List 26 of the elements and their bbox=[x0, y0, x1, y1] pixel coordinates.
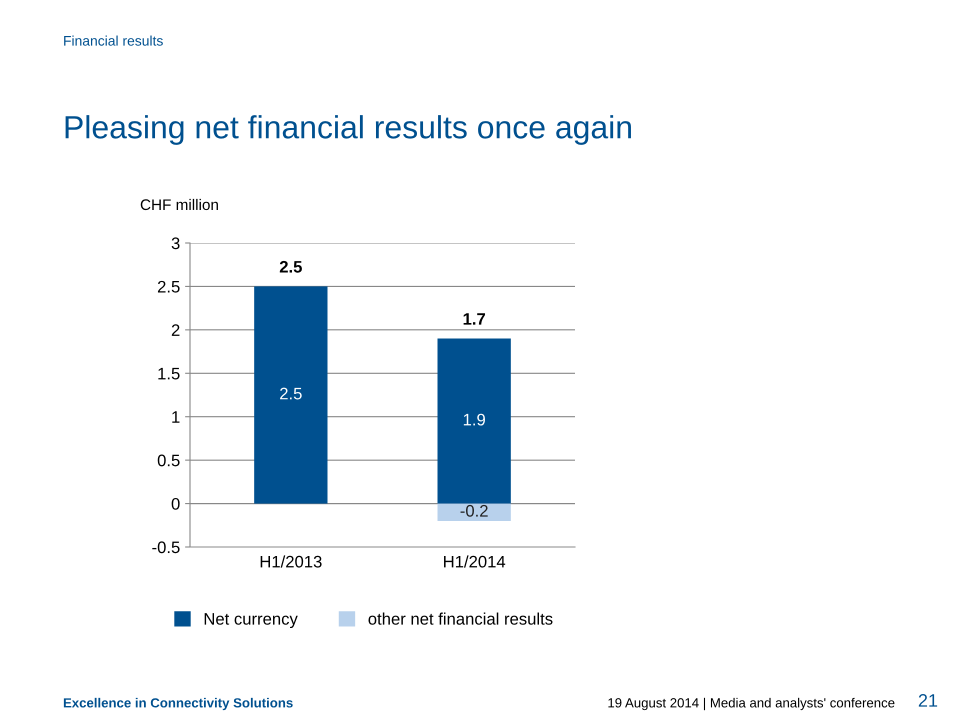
bar bbox=[438, 504, 511, 521]
bar bbox=[254, 286, 328, 504]
y-tick-label: 3 bbox=[172, 237, 180, 250]
total-label: 1.7 bbox=[464, 313, 486, 325]
data-label: -0.2 bbox=[460, 504, 488, 517]
y-tick-label: 2 bbox=[172, 324, 180, 336]
x-tick-label: H1/2014 bbox=[444, 555, 506, 568]
text: Financial results bbox=[64, 36, 163, 46]
legend-label: Net currency bbox=[204, 613, 298, 628]
bar bbox=[438, 338, 511, 504]
text: 21 bbox=[918, 694, 938, 707]
y-axis-title: CHF million bbox=[140, 198, 218, 210]
total-label: 2.5 bbox=[280, 260, 302, 273]
text: 19 August 2014 | Media and analysts' conference bbox=[608, 698, 894, 710]
chart-title: Pleasing net financial results once again bbox=[66, 115, 631, 145]
legend-label: other net financial results bbox=[368, 612, 552, 625]
y-tick-label: 0 bbox=[172, 498, 180, 510]
y-tick-label: 2.5 bbox=[158, 280, 180, 293]
text: Excellence in Connectivity Solutions bbox=[64, 698, 293, 710]
y-tick-label: 0.5 bbox=[158, 454, 180, 466]
y-tick-label: 1 bbox=[172, 411, 180, 423]
x-tick-label: H1/2013 bbox=[260, 555, 322, 568]
y-tick-label: 1.5 bbox=[158, 368, 180, 380]
data-label: 1.9 bbox=[464, 414, 485, 426]
y-tick-label: -0.5 bbox=[152, 541, 180, 554]
data-label: 2.5 bbox=[280, 388, 302, 400]
